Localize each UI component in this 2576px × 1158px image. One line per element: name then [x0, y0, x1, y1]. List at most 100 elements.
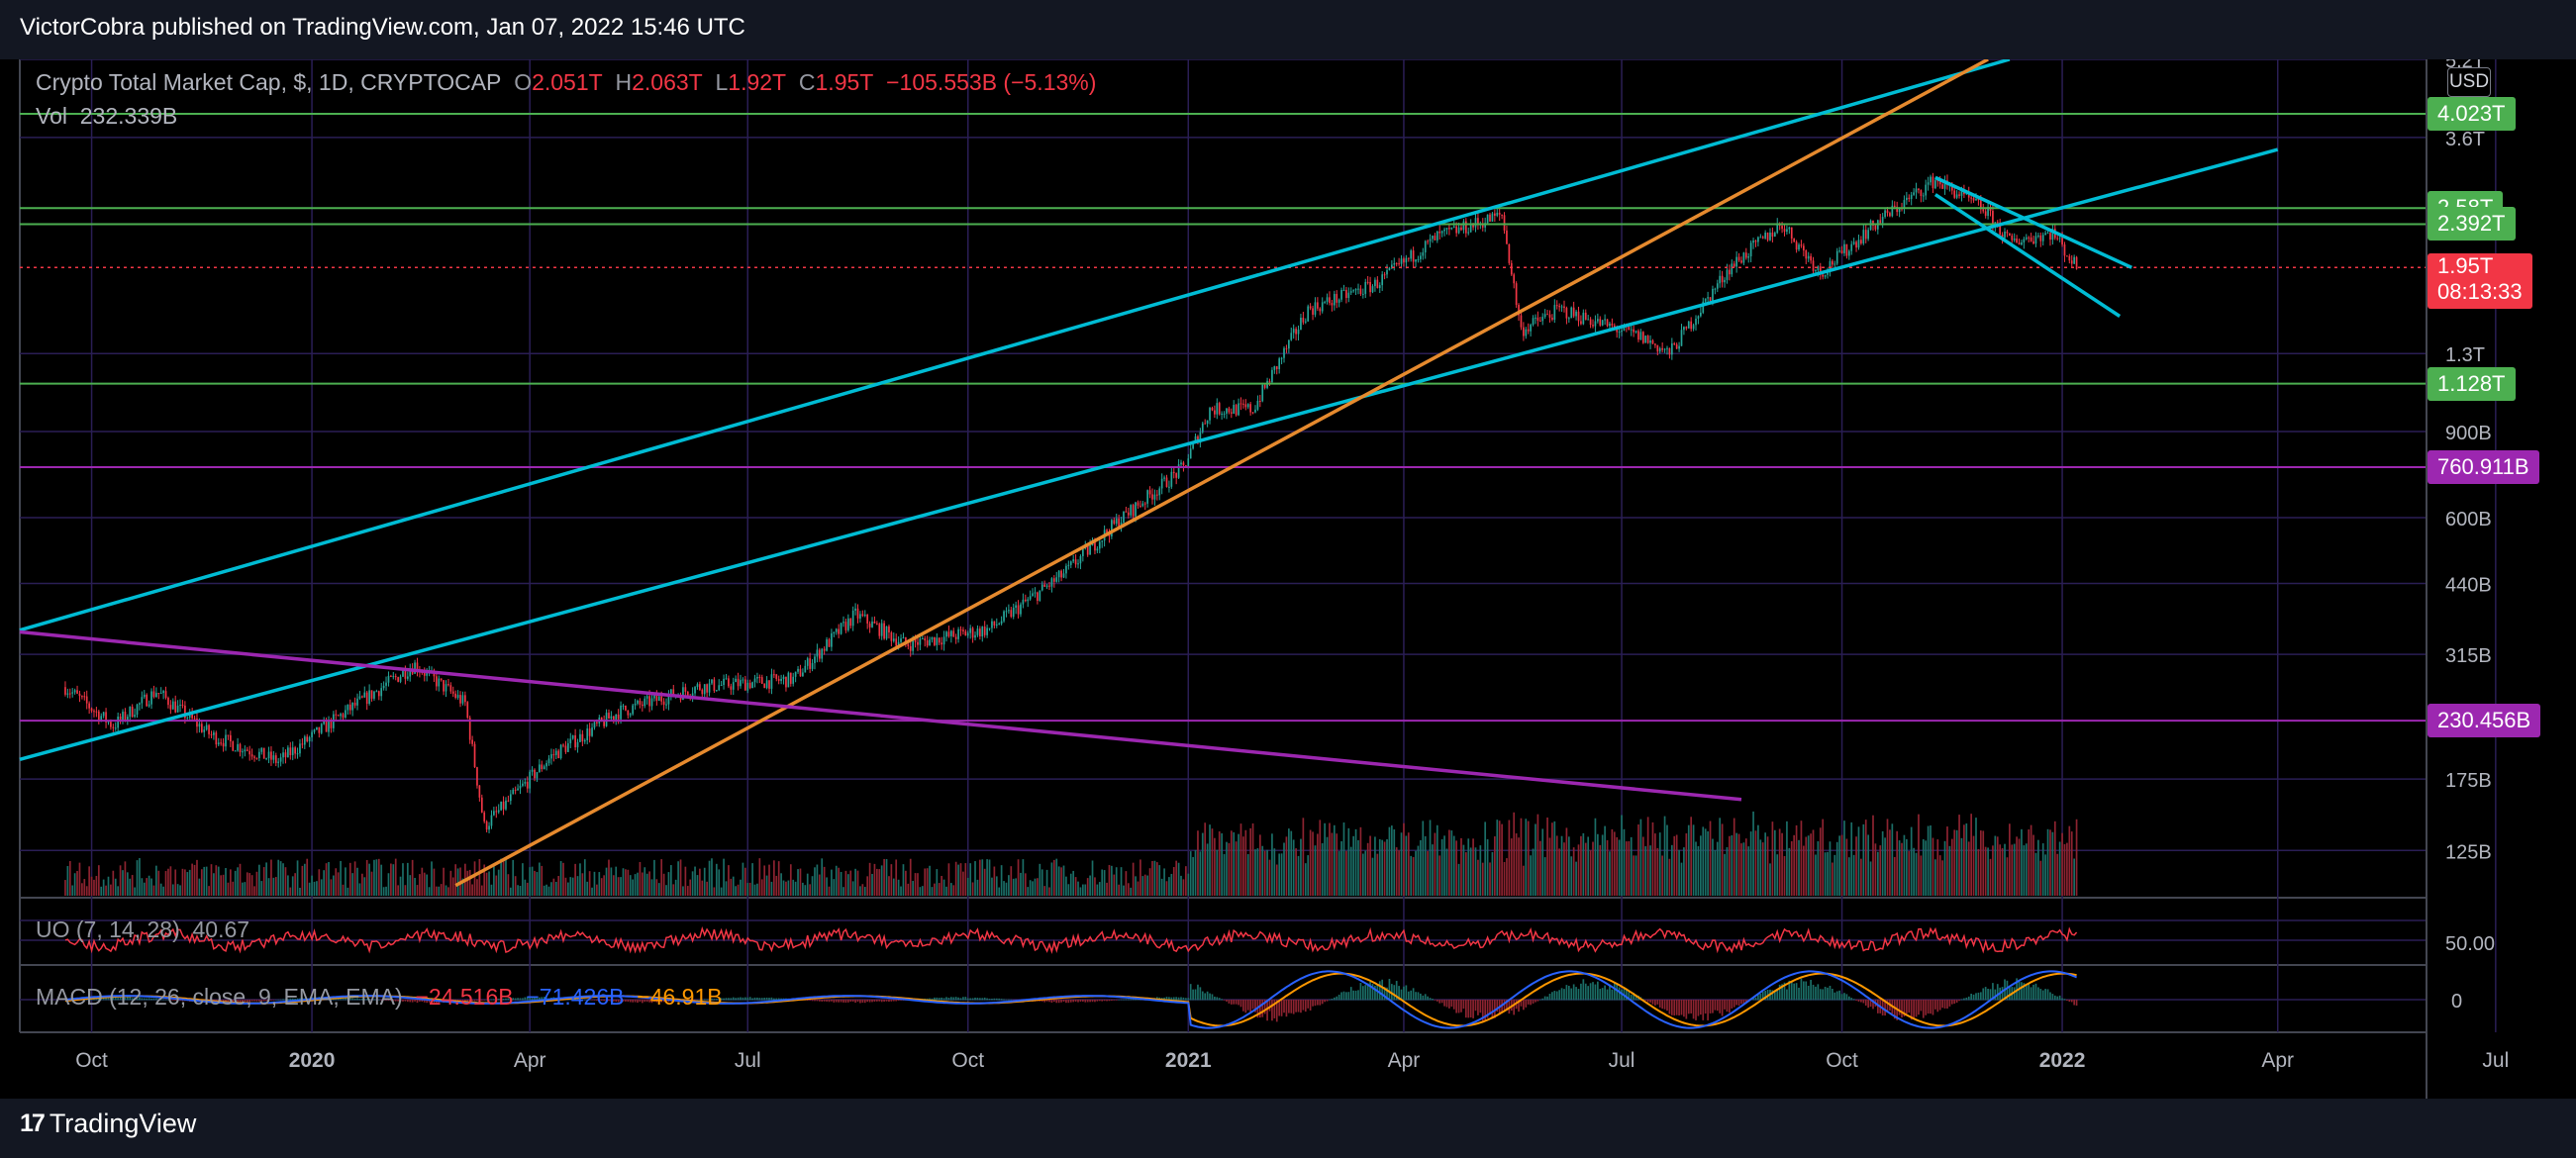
candle-body: [1143, 503, 1146, 505]
volume-bar: [529, 867, 532, 896]
macd-hist-bar: [1604, 985, 1606, 1001]
macd-hist-bar: [775, 998, 778, 1001]
uo-line: [64, 926, 2078, 955]
volume-bar: [789, 864, 792, 896]
macd-hist-bar: [818, 1000, 821, 1002]
macd-hist-bar: [1489, 1000, 1491, 1014]
volume-bar: [748, 882, 751, 896]
tradingview-logo[interactable]: 17 TradingView: [20, 1109, 196, 1139]
volume-bar: [1807, 835, 1810, 896]
volume-bar: [1427, 850, 1429, 896]
chart-canvas[interactable]: 5.2T3.6T1.3T900B600B440B315B175B125B50.0…: [0, 50, 2576, 1099]
macd-hist-bar: [1558, 990, 1561, 1001]
candle-body: [1646, 336, 1649, 343]
volume-bar: [919, 887, 922, 896]
volume-bar: [83, 879, 86, 896]
candle-body: [1407, 257, 1410, 259]
candle-body: [534, 769, 536, 779]
macd-label: MACD (12, 26, close, 9, EMA, EMA): [36, 984, 403, 1010]
volume-bar: [1077, 881, 1079, 896]
macd-hist-bar: [1589, 983, 1592, 1001]
candle-body: [447, 684, 449, 686]
candle-body: [1345, 289, 1347, 299]
volume-bar: [1374, 836, 1376, 896]
macd-hist-bar: [1462, 1000, 1465, 1010]
volume-bar: [1735, 832, 1737, 896]
volume-bar: [1630, 836, 1633, 896]
candle-body: [164, 691, 167, 699]
candle-body: [380, 688, 383, 697]
volume-bar: [1977, 848, 1980, 896]
volume-bar: [152, 885, 155, 896]
volume-bar: [1015, 878, 1017, 896]
volume-bar: [419, 874, 421, 896]
candle-body: [1817, 266, 1820, 271]
candle-body: [1139, 505, 1141, 507]
macd-hist-bar: [1683, 1000, 1685, 1017]
uo-legend[interactable]: UO (7, 14, 28) 40.67: [36, 917, 249, 943]
macd-hist-bar: [505, 998, 507, 1001]
volume-bar: [1175, 860, 1178, 896]
candle-body: [1668, 347, 1671, 355]
candle-body: [1950, 183, 1953, 191]
macd-hist-bar: [581, 999, 584, 1001]
candle-body: [1158, 488, 1161, 496]
candle-body: [538, 764, 541, 773]
candle-body: [543, 766, 545, 770]
macd-hist-bar: [1538, 999, 1541, 1001]
volume-bar: [1984, 846, 1987, 896]
macd-hist-bar: [1321, 1000, 1324, 1005]
volume-bar: [971, 882, 974, 896]
macd-hist-bar: [1089, 1000, 1091, 1003]
macd-hist-bar: [169, 1000, 172, 1001]
macd-legend[interactable]: MACD (12, 26, close, 9, EMA, EMA) −24.51…: [36, 984, 723, 1011]
candle-body: [382, 685, 385, 689]
macd-hist-bar: [900, 1000, 902, 1001]
chart-area[interactable]: 5.2T 3.6T 1.3T 900B 600B 440B 315B 175B 125B 50.0…: [0, 50, 2576, 1099]
currency-button[interactable]: USD: [2447, 67, 2491, 97]
volume-bar: [1663, 816, 1666, 896]
candle-body: [612, 716, 615, 720]
volume-bar: [1903, 834, 1906, 896]
macd-hist-bar: [402, 1000, 404, 1002]
volume-bar: [1359, 826, 1362, 896]
macd-hist-bar: [1726, 1000, 1729, 1013]
candle-body: [313, 729, 316, 732]
volume-bar: [1934, 859, 1936, 896]
macd-hist-bar: [929, 998, 931, 1001]
volume-bar: [141, 878, 144, 896]
macd-hist-bar: [274, 999, 277, 1001]
candle-body: [1558, 306, 1561, 308]
macd-hist-bar: [1427, 996, 1429, 1001]
candle-body: [586, 728, 589, 740]
macd-hist-bar: [1127, 999, 1130, 1001]
symbol-name[interactable]: Crypto Total Market Cap, $, 1D, CRYPTOCA…: [36, 69, 502, 95]
candle-body: [1371, 286, 1374, 293]
volume-bar: [1506, 858, 1508, 896]
candle-body: [456, 695, 459, 698]
candle-body: [1395, 262, 1398, 264]
candle-body: [270, 751, 272, 760]
candle-body: [1101, 540, 1104, 542]
macd-hist-bar: [1263, 1000, 1266, 1014]
volume-bar: [483, 864, 486, 896]
candle-body: [1331, 303, 1334, 306]
candle-body: [1043, 584, 1046, 587]
candle-body: [502, 801, 505, 810]
candle-body: [141, 697, 144, 704]
volume-bar: [758, 858, 761, 896]
macd-hist-bar: [174, 1000, 177, 1001]
candle-body: [258, 751, 260, 759]
volume-bar: [1948, 845, 1951, 896]
macd-hist-bar: [500, 998, 502, 1001]
volume-bar: [1618, 839, 1621, 896]
candle-body: [1815, 270, 1817, 272]
macd-hist-bar: [509, 998, 512, 1001]
candle-body: [1501, 214, 1503, 216]
macd-hist-bar: [1113, 1000, 1116, 1001]
candle-body: [253, 756, 255, 758]
volume-bar: [2058, 841, 2061, 896]
volume-bar: [574, 863, 576, 896]
candle-body: [353, 702, 356, 706]
candle-body: [227, 734, 230, 736]
